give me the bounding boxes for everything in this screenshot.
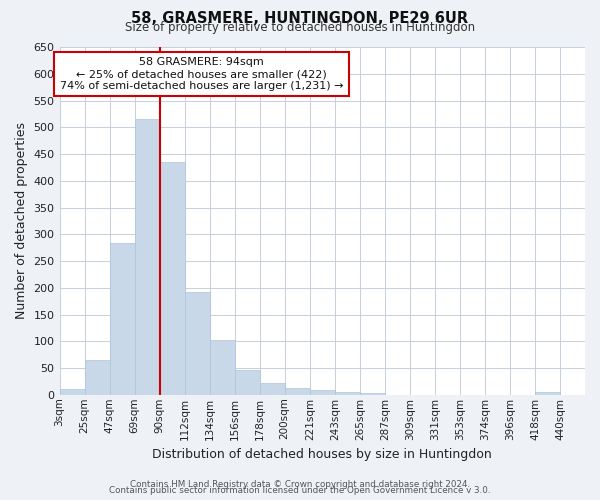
Bar [85, 360, 110, 395]
Bar [59, 390, 85, 395]
Text: Contains public sector information licensed under the Open Government Licence v : Contains public sector information licen… [109, 486, 491, 495]
Bar [260, 383, 285, 395]
Bar [310, 390, 335, 395]
Bar [360, 393, 385, 395]
Bar [209, 340, 235, 395]
Bar [110, 244, 134, 395]
Bar [160, 162, 185, 395]
Bar [335, 392, 360, 395]
Text: Size of property relative to detached houses in Huntingdon: Size of property relative to detached ho… [125, 22, 475, 35]
Bar [235, 370, 260, 395]
Bar [185, 292, 209, 395]
Text: Contains HM Land Registry data © Crown copyright and database right 2024.: Contains HM Land Registry data © Crown c… [130, 480, 470, 489]
Bar [535, 392, 560, 395]
Y-axis label: Number of detached properties: Number of detached properties [15, 122, 28, 320]
Bar [285, 388, 310, 395]
Text: 58 GRASMERE: 94sqm
← 25% of detached houses are smaller (422)
74% of semi-detach: 58 GRASMERE: 94sqm ← 25% of detached hou… [59, 58, 343, 90]
Bar [134, 119, 160, 395]
X-axis label: Distribution of detached houses by size in Huntingdon: Distribution of detached houses by size … [152, 448, 492, 461]
Text: 58, GRASMERE, HUNTINGDON, PE29 6UR: 58, GRASMERE, HUNTINGDON, PE29 6UR [131, 11, 469, 26]
